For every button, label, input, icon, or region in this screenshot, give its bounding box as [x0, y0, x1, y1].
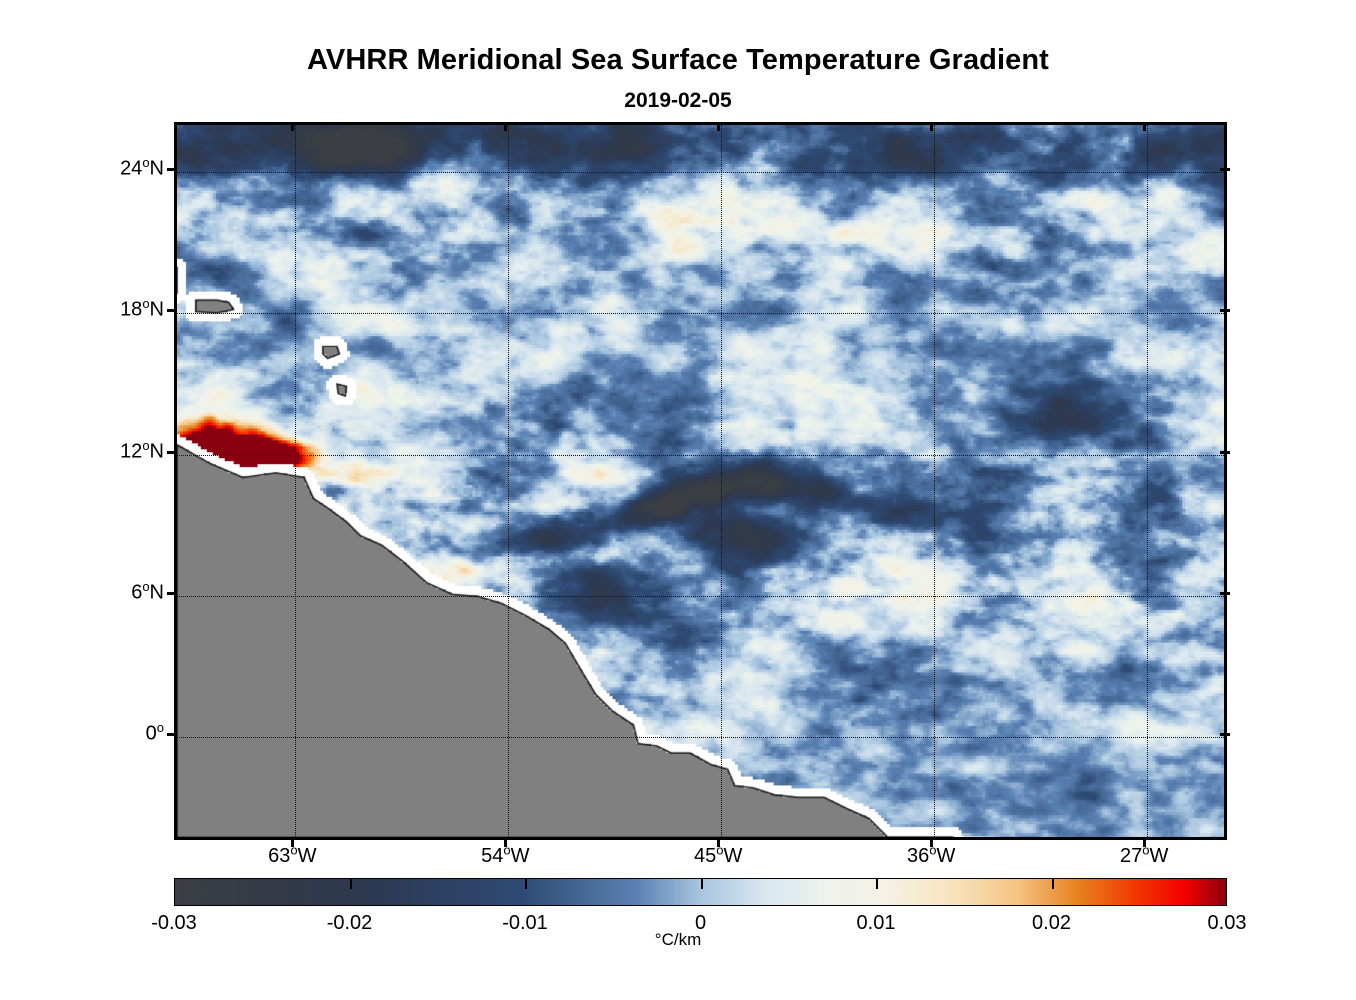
x-axis-label-3: 36oW	[907, 842, 956, 867]
sst-gradient-raster	[177, 125, 1224, 837]
colorbar-tick-3	[700, 879, 703, 889]
colorbar-label-2: -0.01	[502, 912, 548, 934]
colorbar-label-4: 0.01	[856, 912, 896, 934]
x-tick-bottom-1	[504, 838, 508, 847]
y-tick-right-3	[1220, 591, 1230, 595]
colorbar-label-5: 0.02	[1032, 912, 1071, 934]
y-tick-right-1	[1220, 309, 1230, 313]
x-axis-label-0: 63oW	[268, 842, 317, 867]
y-tick-left-3	[167, 591, 177, 595]
x-axis-label-2: 45oW	[694, 842, 743, 867]
y-axis-label-3: 6oN	[131, 578, 164, 604]
colorbar-label-6: 0.03	[1207, 912, 1247, 934]
y-axis-label-0: 24oN	[120, 154, 164, 180]
y-axis-label-4: 0o	[145, 719, 164, 745]
page-title: AVHRR Meridional Sea Surface Temperature…	[307, 44, 1049, 76]
y-axis-label-2: 12oN	[120, 437, 164, 463]
x-tick-bottom-4	[1143, 838, 1147, 847]
x-tick-top-4	[1143, 122, 1147, 131]
figure-subtitle: 2019-02-05	[624, 89, 732, 112]
y-tick-left-2	[167, 450, 177, 454]
y-axis-label-1: 18oN	[120, 296, 164, 321]
colorbar	[174, 878, 1227, 906]
x-axis-label-4: 27oW	[1119, 842, 1169, 867]
colorbar-tick-5	[1051, 879, 1054, 889]
y-tick-right-2	[1220, 450, 1230, 454]
colorbar-tick-1	[349, 879, 352, 889]
map-axes	[174, 122, 1227, 840]
x-tick-top-3	[930, 122, 934, 131]
x-tick-top-0	[291, 122, 295, 131]
colorbar-label-3: 0	[694, 912, 707, 934]
colorbar-label-0: -0.03	[151, 912, 197, 934]
colorbar-unit-label: °C/km	[654, 930, 702, 949]
y-tick-left-4	[167, 733, 177, 737]
y-tick-left-0	[167, 168, 177, 172]
y-tick-left-1	[167, 309, 177, 313]
colorbar-tick-2	[525, 879, 527, 889]
x-axis-label-1: 54oW	[481, 842, 530, 867]
x-tick-top-2	[717, 122, 721, 131]
x-tick-bottom-0	[291, 838, 295, 847]
x-tick-top-1	[504, 122, 508, 131]
x-tick-bottom-3	[930, 838, 934, 847]
colorbar-tick-4	[876, 879, 878, 889]
y-tick-right-0	[1220, 168, 1230, 172]
colorbar-label-1: -0.02	[326, 912, 373, 934]
x-tick-bottom-2	[717, 838, 721, 847]
y-tick-right-4	[1220, 733, 1230, 737]
